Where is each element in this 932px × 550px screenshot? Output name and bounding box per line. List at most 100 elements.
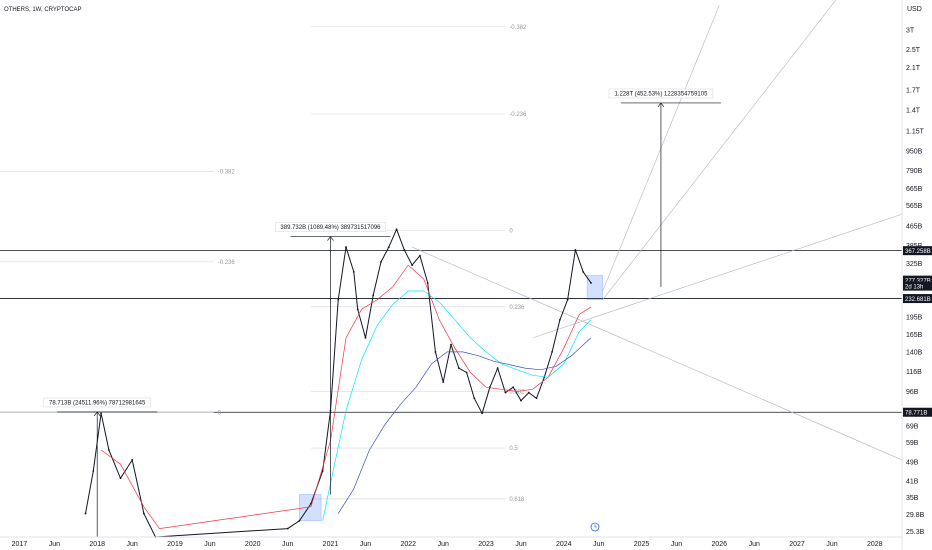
price-point xyxy=(527,391,530,394)
horizontal-levels xyxy=(0,250,902,413)
x-tick-label: Jun xyxy=(749,541,760,548)
y-tick-label: 950B xyxy=(906,148,923,155)
measure-label: 78.713B (24511.96%) 78712981645 xyxy=(49,400,146,406)
highlight-box xyxy=(586,275,603,301)
price-tag-box xyxy=(903,281,932,291)
symbol-title: OTHERS, 1W, CRYPTOCAP xyxy=(4,7,81,13)
fib-level-label: 0.236 xyxy=(509,305,525,311)
fib-level-label: 0.382 xyxy=(509,389,525,395)
price-point xyxy=(418,254,421,257)
price-point xyxy=(131,459,134,461)
price-point xyxy=(520,399,522,402)
price-point xyxy=(473,397,476,400)
price-point xyxy=(496,367,499,369)
clock-icon[interactable] xyxy=(590,522,600,532)
x-tick-label: 2018 xyxy=(89,541,105,548)
fib-level-label: -0.382 xyxy=(218,170,236,176)
x-tick-label: 2023 xyxy=(478,541,494,548)
y-tick-label: 325B xyxy=(906,261,923,268)
moving-average-line xyxy=(100,264,592,529)
highlight-box xyxy=(299,494,322,522)
price-point xyxy=(426,282,429,284)
measure-arrow xyxy=(327,236,331,241)
price-point xyxy=(84,512,87,515)
price-axis[interactable]: 3T 2.5T 2.1T 1.7T 1.4T 1.15T 950B 790B 665B 565B 4… xyxy=(901,0,932,550)
price-series xyxy=(84,228,592,538)
currency-label[interactable]: USD xyxy=(907,6,922,13)
x-tick-label: Jun xyxy=(127,541,138,548)
price-line xyxy=(85,228,592,538)
x-tick-label: 2027 xyxy=(789,541,805,548)
price-point xyxy=(457,367,460,369)
x-tick-label: 2022 xyxy=(400,541,416,548)
x-tick-label: 2024 xyxy=(556,541,572,548)
price-tag-box xyxy=(903,246,932,256)
y-tick-label: 1.15T xyxy=(906,128,925,135)
measure-arrow xyxy=(93,411,98,417)
price-point xyxy=(481,412,484,415)
price-tag-label: 2d 13h xyxy=(905,284,923,290)
y-tick-label: 665B xyxy=(906,186,923,193)
y-tick-label: 29.8B xyxy=(906,512,925,519)
trend-lines xyxy=(412,0,903,461)
price-point xyxy=(345,246,347,248)
measure-arrow xyxy=(330,236,334,241)
y-tick-label: 2.1T xyxy=(906,65,921,72)
x-tick-label: 2021 xyxy=(323,541,339,548)
x-tick-label: 2026 xyxy=(711,541,727,548)
fib-level-label: -0.236 xyxy=(509,112,527,118)
fib-level-label: -0.382 xyxy=(509,25,527,31)
price-point xyxy=(298,519,301,522)
price-tag-label: 367.258B xyxy=(905,249,931,255)
price-point xyxy=(512,386,515,389)
x-tick-label: Jun xyxy=(438,541,449,548)
price-point xyxy=(337,298,340,301)
price-point xyxy=(551,350,553,353)
y-tick-label: 565B xyxy=(906,203,923,210)
time-axis[interactable]: 2017 Jun 2018 Jun 2019 Jun 2020 Jun 2021 Jun 2022 J… xyxy=(0,536,902,548)
x-tick-label: Jun xyxy=(282,541,293,548)
y-tick-label: 25.3B xyxy=(906,529,925,536)
fib-level-label: -0.236 xyxy=(218,260,236,266)
measure-arrow xyxy=(657,102,662,108)
price-point xyxy=(395,228,398,231)
y-tick-label: 790B xyxy=(906,168,923,175)
price-point xyxy=(434,350,437,353)
fib-levels: -0.382 -0.236 -0.382 0 -0.236 0.236 0.382 0 0.5 0… xyxy=(0,25,603,522)
price-point xyxy=(380,260,382,263)
price-point xyxy=(403,248,406,251)
price-tag-label: 232.681B xyxy=(905,297,931,303)
x-tick-label: Jun xyxy=(593,541,604,548)
x-tick-label: 2019 xyxy=(167,541,183,548)
y-tick-label: 465B xyxy=(906,223,923,230)
price-point xyxy=(465,371,468,374)
x-tick-label: Jun xyxy=(671,541,682,548)
fib-level-label: 0.618 xyxy=(509,497,525,503)
trend-line xyxy=(532,213,903,339)
trend-line xyxy=(412,246,903,461)
price-point xyxy=(387,246,390,248)
price-point xyxy=(356,308,359,311)
price-tag-box xyxy=(903,275,932,285)
price-point xyxy=(582,270,585,273)
y-tick-label: 69B xyxy=(906,424,919,431)
x-tick-label: Jun xyxy=(204,541,215,548)
price-tag-box xyxy=(903,407,932,417)
price-point xyxy=(321,470,324,472)
price-point xyxy=(411,264,414,267)
x-tick-label: 2020 xyxy=(245,541,261,548)
price-point xyxy=(364,336,367,339)
y-tick-label: 140B xyxy=(906,349,923,356)
x-tick-label: Jun xyxy=(826,541,837,548)
y-tick-label: 1.7T xyxy=(906,87,921,94)
price-tag-label: 78.771B xyxy=(905,410,927,416)
measure-arrow xyxy=(96,411,101,417)
x-tick-label: Jun xyxy=(360,541,371,548)
y-tick-label: 2.5T xyxy=(906,47,921,54)
fib-level-label: 0 xyxy=(218,410,222,416)
measure-label-box xyxy=(275,222,386,232)
y-tick-label: 41B xyxy=(906,478,919,485)
price-tag-box xyxy=(903,294,932,304)
price-point xyxy=(119,477,122,480)
